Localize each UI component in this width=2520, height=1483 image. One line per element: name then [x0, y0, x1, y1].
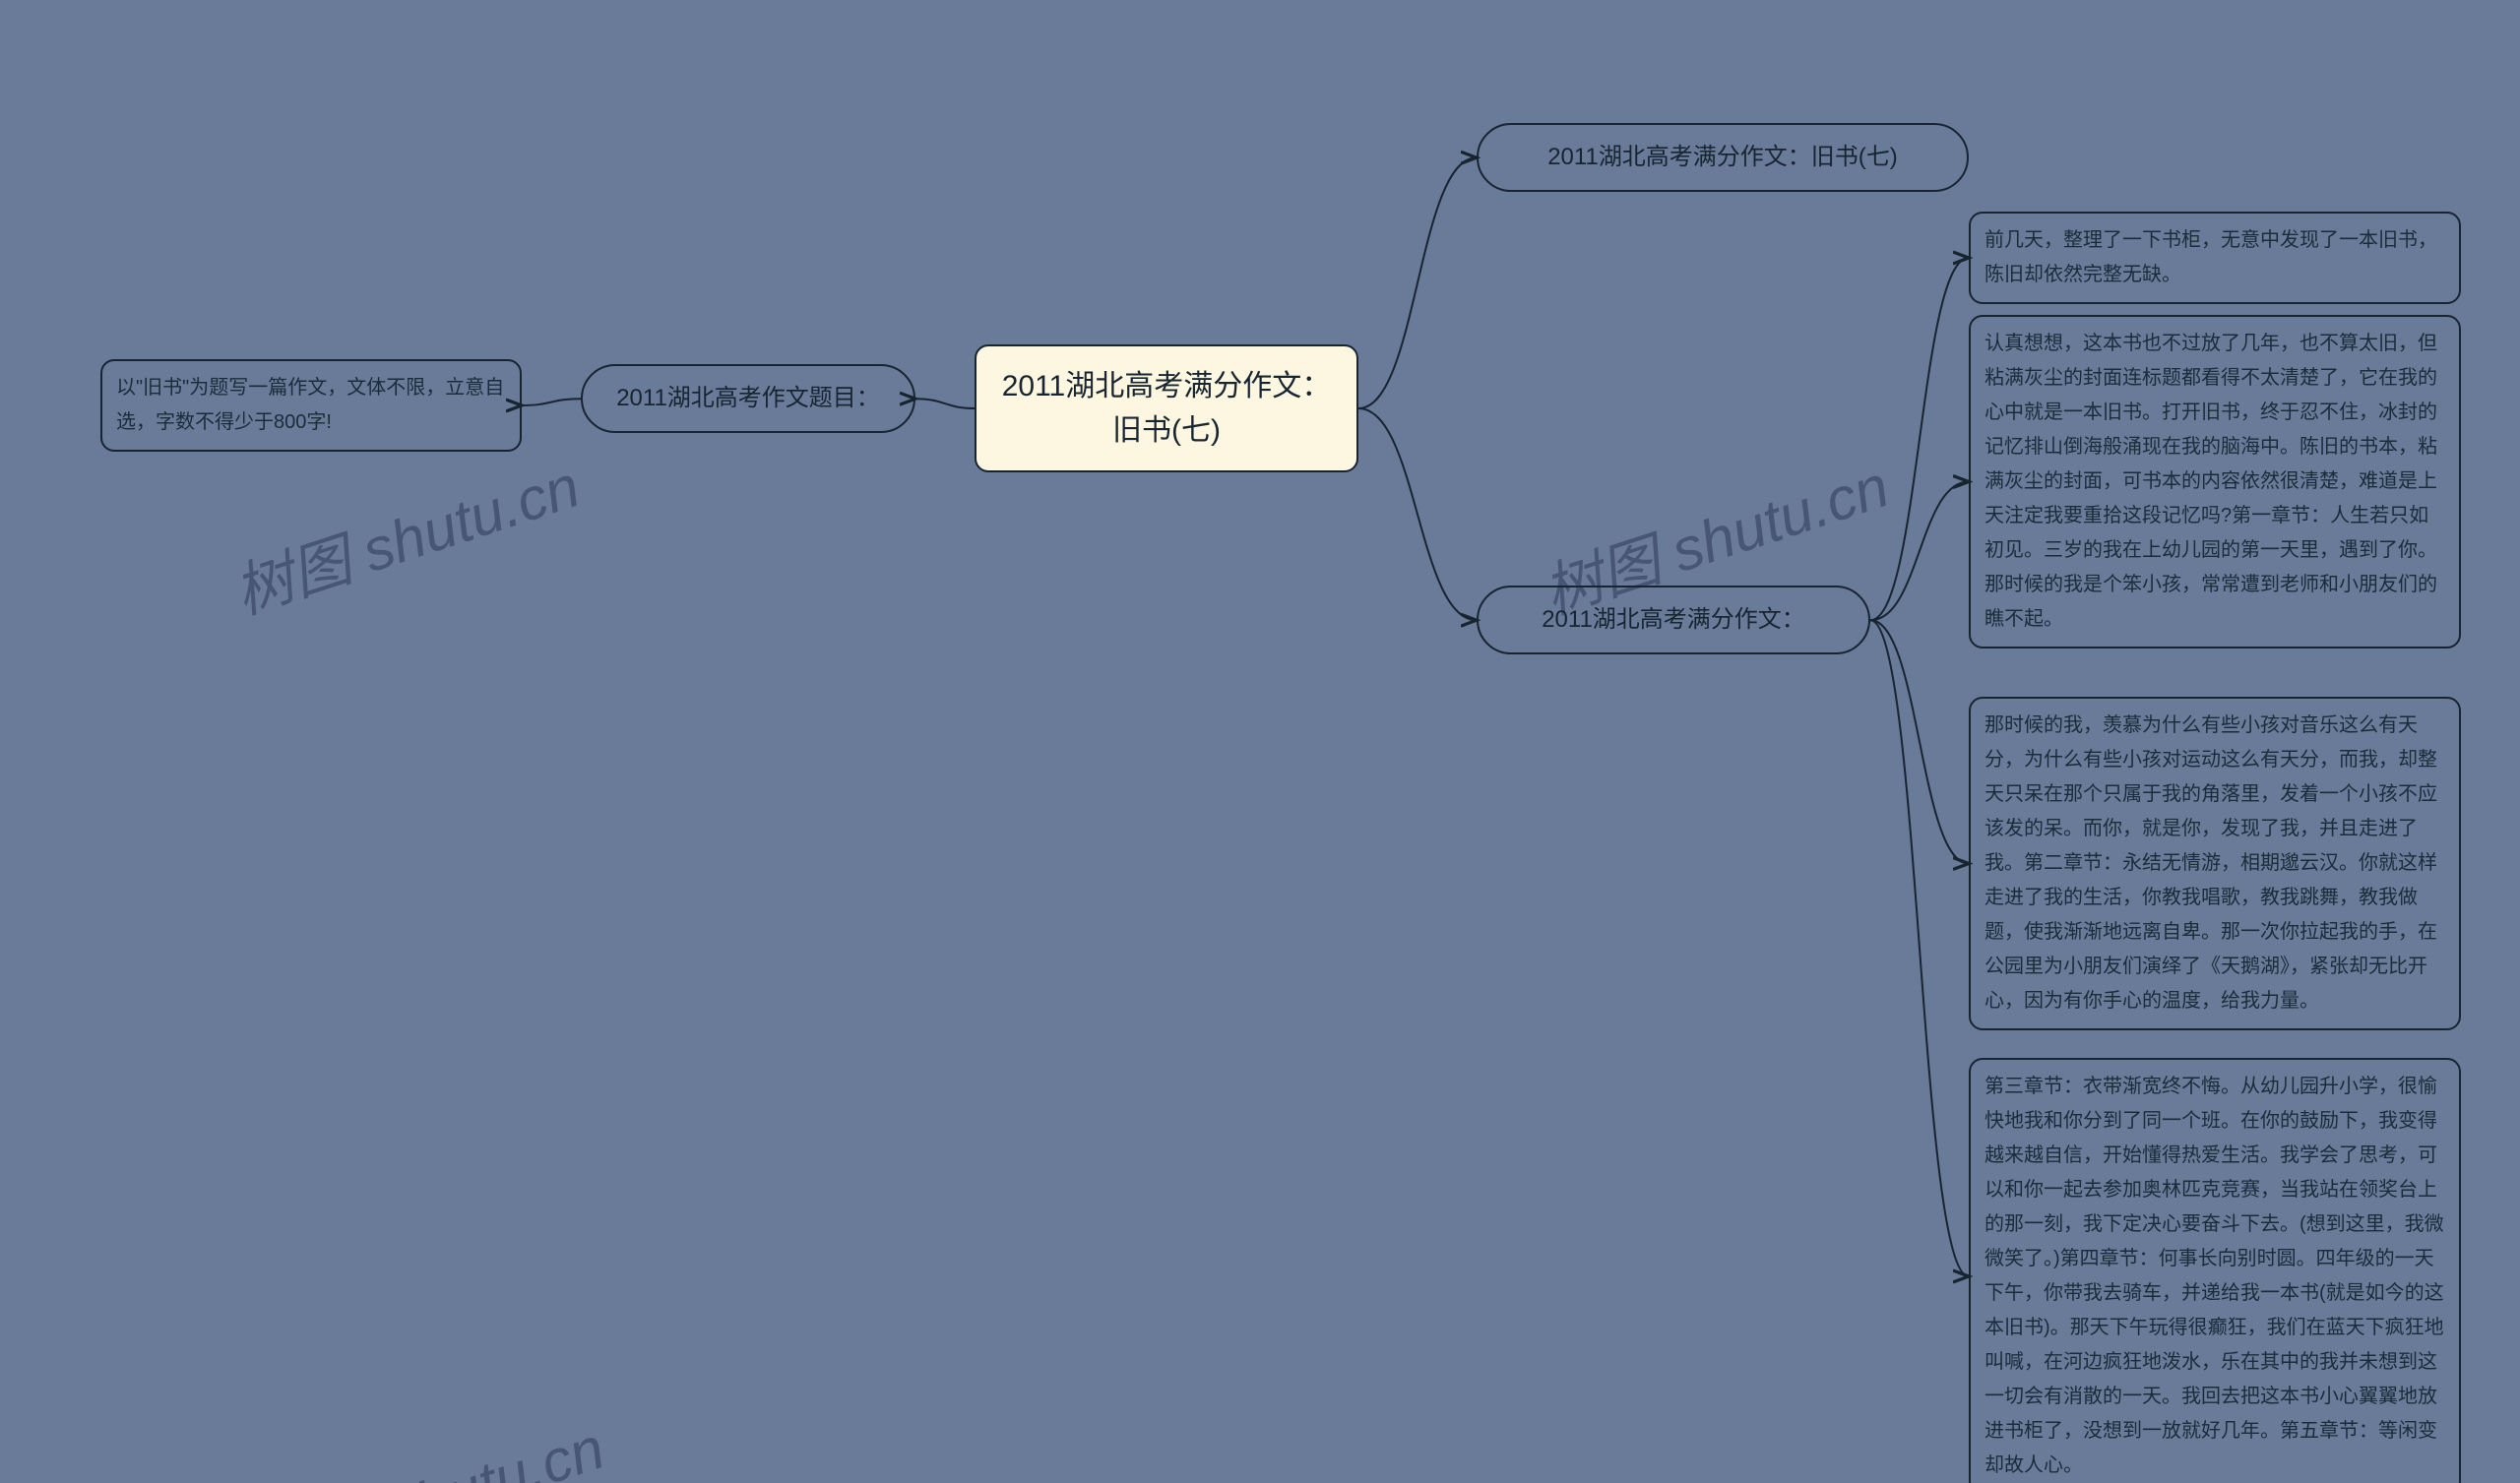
right-branch-bottom[interactable]: 2011湖北高考满分作文： — [1477, 586, 1870, 654]
root-label-line1: 2011湖北高考满分作文： — [1002, 370, 1332, 402]
right-leaf-2-text: 那时候的我，羡慕为什么有些小孩对音乐这么有天分，为什么有些小孩对运动这么有天分，… — [1984, 714, 2437, 1012]
root-label-line2: 旧书(七) — [1112, 414, 1221, 447]
right-leaf-1[interactable]: 认真想想，这本书也不过放了几年，也不算太旧，但粘满灰尘的封面连标题都看得不太清楚… — [1969, 315, 2461, 649]
watermark: 树图 shutu.cn — [221, 439, 589, 631]
right-leaf-3-text: 第三章节：衣带渐宽终不悔。从幼儿园升小学，很愉快地我和你分到了同一个班。在你的鼓… — [1984, 1076, 2444, 1476]
right-leaf-2[interactable]: 那时候的我，羡慕为什么有些小孩对音乐这么有天分，为什么有些小孩对运动这么有天分，… — [1969, 697, 2461, 1030]
right-branch-bottom-label: 2011湖北高考满分作文： — [1542, 606, 1805, 633]
right-leaf-3[interactable]: 第三章节：衣带渐宽终不悔。从幼儿园升小学，很愉快地我和你分到了同一个班。在你的鼓… — [1969, 1058, 2461, 1483]
watermark: shutu.cn — [379, 1414, 612, 1483]
left-leaf-node[interactable]: 以"旧书"为题写一篇作文，文体不限，立意自选，字数不得少于800字! — [100, 359, 522, 452]
right-leaf-0-text: 前几天，整理了一下书柜，无意中发现了一本旧书，陈旧却依然完整无缺。 — [1984, 229, 2437, 285]
left-leaf-text: 以"旧书"为题写一篇作文，文体不限，立意自选，字数不得少于800字! — [116, 377, 504, 433]
left-branch-label: 2011湖北高考作文题目： — [616, 385, 880, 411]
left-branch-node[interactable]: 2011湖北高考作文题目： — [581, 364, 915, 433]
right-branch-top-label: 2011湖北高考满分作文：旧书(七) — [1547, 144, 1898, 170]
right-leaf-1-text: 认真想想，这本书也不过放了几年，也不算太旧，但粘满灰尘的封面连标题都看得不太清楚… — [1984, 333, 2437, 630]
right-branch-top[interactable]: 2011湖北高考满分作文：旧书(七) — [1477, 123, 1969, 192]
root-node[interactable]: 2011湖北高考满分作文： 旧书(七) — [975, 344, 1358, 472]
right-leaf-0[interactable]: 前几天，整理了一下书柜，无意中发现了一本旧书，陈旧却依然完整无缺。 — [1969, 212, 2461, 304]
